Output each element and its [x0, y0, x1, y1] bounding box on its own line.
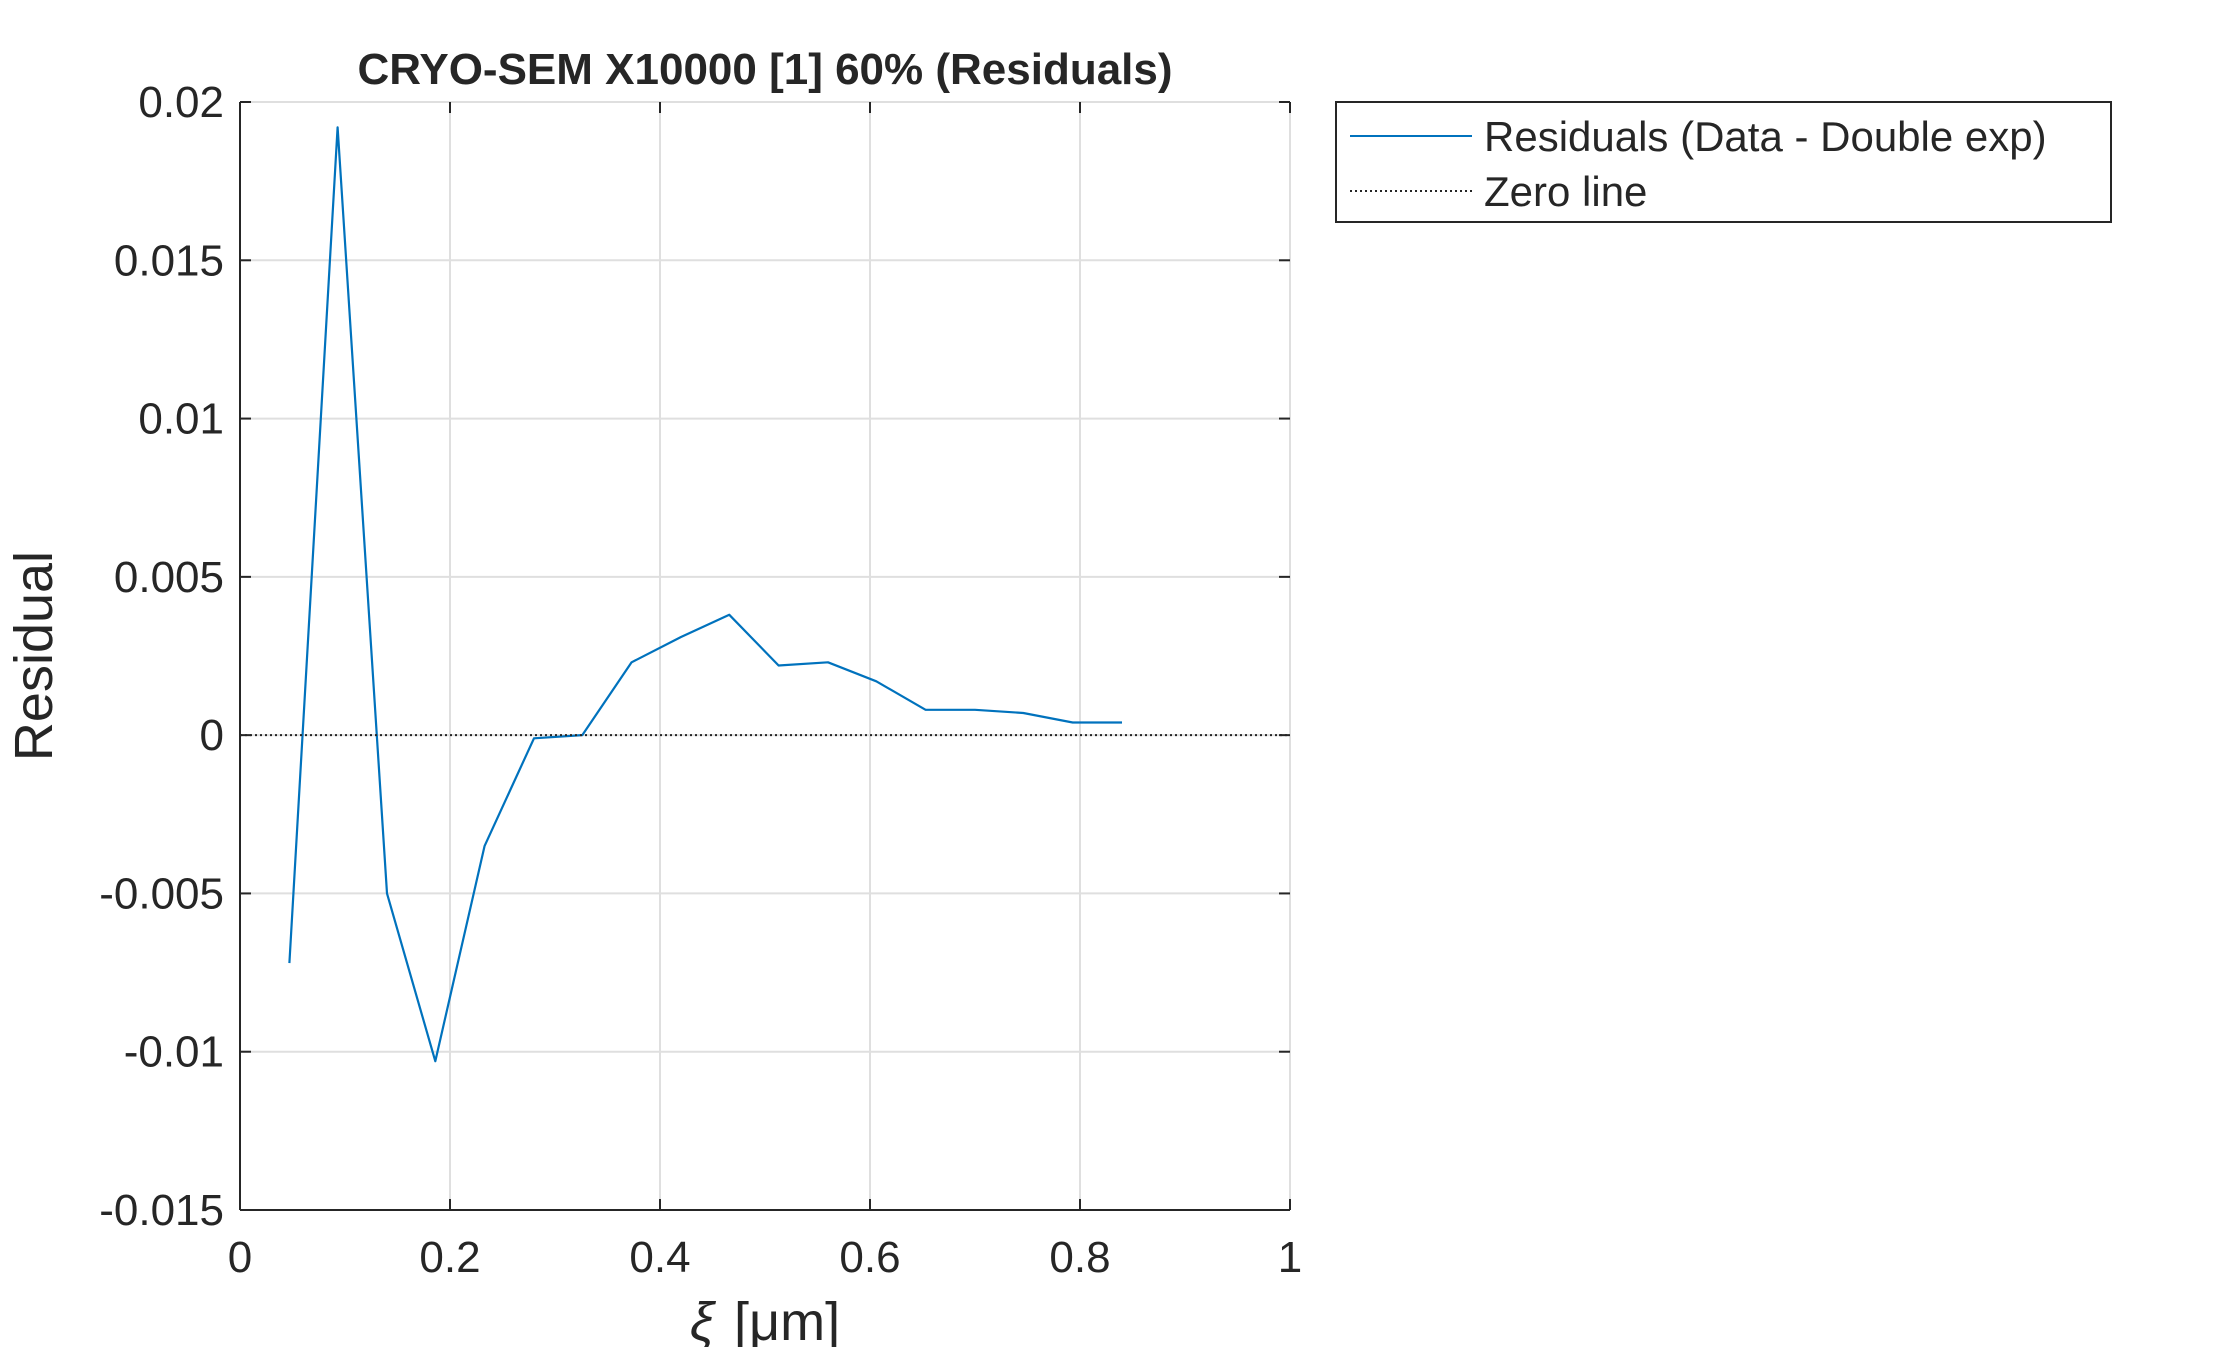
plot-area	[240, 126, 1290, 1063]
legend-box	[1335, 101, 2112, 223]
x-tick-label: 0.2	[419, 1233, 480, 1282]
legend-entry: Zero line	[1484, 168, 1647, 215]
axes: 0 0.2 0.4 0.6 0.8 1 -0.015 -0.01 -0.005 0 0.005 0.0…	[99, 78, 1302, 1282]
x-tick-label: 0.4	[629, 1233, 690, 1282]
y-tick-label: 0.015	[114, 236, 224, 285]
x-tick-label: 1	[1278, 1233, 1302, 1282]
y-tick-label: 0.005	[114, 553, 224, 602]
legend-entry: Residuals (Data - Double exp)	[1484, 113, 2047, 160]
y-tick-label: -0.015	[99, 1186, 224, 1235]
x-tick-label: 0.8	[1049, 1233, 1110, 1282]
x-axis-label: ξ [μm]	[690, 1292, 840, 1347]
y-tick-label: -0.01	[124, 1028, 224, 1077]
x-tick-label: 0.6	[839, 1233, 900, 1282]
x-axis-label-symbol: ξ	[690, 1292, 717, 1347]
y-axis-label: Residual	[4, 551, 64, 761]
chart-title: CRYO-SEM X10000 [1] 60% (Residuals)	[357, 45, 1172, 94]
legend: Residuals (Data - Double exp) Zero line	[1335, 101, 2112, 223]
x-axis-label-unit: [μm]	[734, 1292, 840, 1347]
y-tick-label: -0.005	[99, 869, 224, 918]
x-tick-label: 0	[228, 1233, 252, 1282]
y-tick-label: 0.01	[138, 395, 224, 444]
residuals-line	[288, 126, 1122, 1063]
y-tick-label: 0.02	[138, 78, 224, 127]
y-tick-label: 0	[200, 711, 224, 760]
